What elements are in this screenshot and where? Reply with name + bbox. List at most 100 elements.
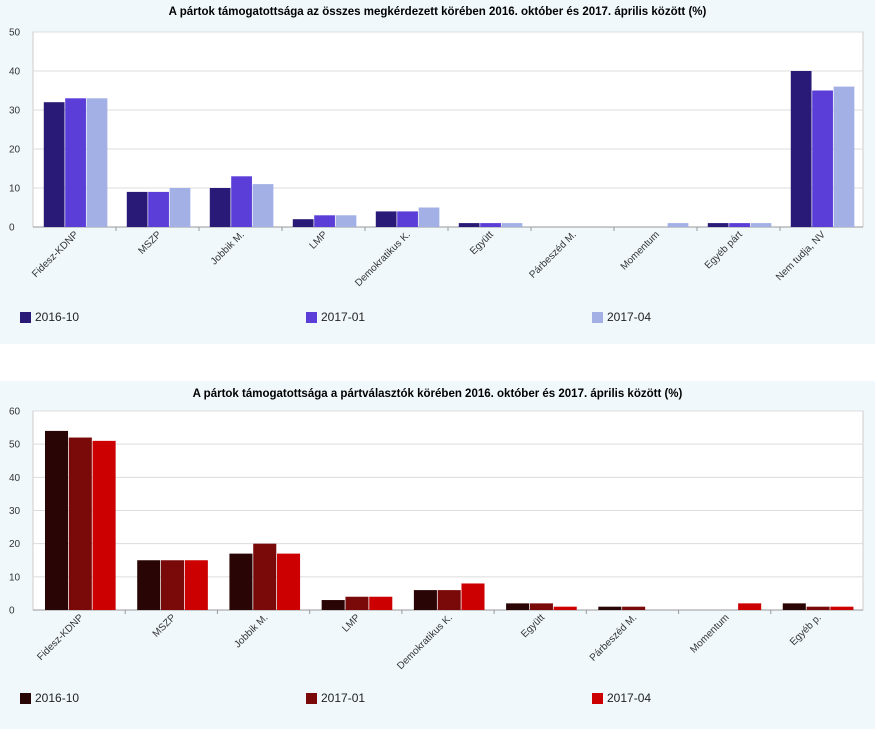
x-tick-label: Együtt — [519, 612, 547, 640]
bar[interactable] — [790, 71, 812, 227]
y-tick-label: 0 — [9, 606, 15, 617]
bar[interactable] — [812, 90, 833, 228]
bar[interactable] — [750, 223, 772, 227]
bar[interactable] — [622, 606, 646, 610]
legend-swatch — [592, 311, 603, 323]
legend-label: 2017-04 — [607, 310, 652, 324]
bar[interactable] — [667, 223, 689, 227]
bar[interactable] — [161, 560, 185, 610]
y-tick-label: 20 — [9, 145, 21, 156]
bar[interactable] — [229, 553, 253, 610]
bar[interactable] — [43, 102, 65, 227]
legend-item[interactable]: 2016-10 — [20, 310, 79, 324]
legend-item[interactable]: 2016-10 — [20, 691, 79, 705]
bar[interactable] — [148, 191, 169, 227]
bar[interactable] — [506, 603, 530, 610]
legend-label: 2017-01 — [321, 310, 366, 324]
y-tick-label: 10 — [9, 184, 21, 195]
bar[interactable] — [314, 215, 335, 227]
bar[interactable] — [252, 184, 274, 227]
bar[interactable] — [461, 583, 485, 610]
bar[interactable] — [92, 440, 116, 610]
bar[interactable] — [830, 606, 854, 610]
bar[interactable] — [209, 188, 231, 227]
x-tick-label: Párbeszéd M. — [588, 612, 639, 663]
y-tick-label: 40 — [9, 473, 21, 484]
x-tick-label: Momentum — [688, 612, 731, 655]
bar[interactable] — [707, 223, 729, 227]
bar[interactable] — [413, 590, 437, 610]
x-tick-label: LMP — [308, 229, 331, 252]
bar[interactable] — [529, 603, 553, 610]
y-tick-label: 30 — [9, 506, 21, 517]
legend-swatch — [306, 311, 317, 323]
bar[interactable] — [738, 603, 762, 610]
chart-panel-1: A pártok támogatottsága az összes megkér… — [0, 0, 875, 344]
chart-panel-2: A pártok támogatottsága a pártválasztók … — [0, 381, 875, 729]
bar[interactable] — [335, 215, 357, 227]
x-tick-label: Nem tudja, NV — [774, 229, 828, 283]
legend-swatch — [306, 692, 317, 704]
bar[interactable] — [598, 606, 622, 610]
legend-item[interactable]: 2017-04 — [592, 310, 651, 324]
bar[interactable] — [397, 211, 418, 227]
bar[interactable] — [126, 191, 148, 227]
bar-chart-1: 0 10 20 30 40 50 Fidesz-KDNP MSZP Jobbik M. LMP De… — [9, 28, 864, 289]
legend-swatch — [20, 311, 31, 323]
chart-title: A pártok támogatottsága az összes megkér… — [168, 6, 707, 18]
bar[interactable] — [137, 560, 161, 610]
x-tick-label: Momentum — [619, 229, 662, 272]
legend-item[interactable]: 2017-01 — [306, 310, 365, 324]
bar[interactable] — [729, 223, 750, 227]
x-tick-label: Együtt — [468, 229, 496, 257]
y-tick-label: 40 — [9, 67, 21, 78]
x-tick-label: Jobbik M. — [232, 612, 270, 650]
bar[interactable] — [782, 603, 806, 610]
legend-item[interactable]: 2017-04 — [592, 691, 651, 705]
bar[interactable] — [501, 223, 523, 227]
bar[interactable] — [231, 176, 252, 227]
y-tick-label: 0 — [9, 223, 15, 234]
bar[interactable] — [169, 188, 191, 227]
bar[interactable] — [253, 543, 277, 610]
bar[interactable] — [553, 606, 577, 610]
y-tick-label: 30 — [9, 106, 21, 117]
bar[interactable] — [806, 606, 830, 610]
bar[interactable] — [292, 219, 314, 227]
x-tick-label: Egyéb p. — [788, 612, 824, 648]
legend-label: 2017-04 — [607, 691, 652, 705]
x-tick-label: Jobbik M. — [209, 229, 247, 267]
x-tick-label: LMP — [340, 612, 363, 635]
y-tick-label: 50 — [9, 28, 21, 39]
bar[interactable] — [277, 553, 301, 610]
bar[interactable] — [345, 596, 369, 610]
bar[interactable] — [44, 430, 69, 610]
bar[interactable] — [86, 98, 108, 227]
bar[interactable] — [418, 207, 440, 228]
bar[interactable] — [375, 211, 397, 227]
legend-label: 2016-10 — [35, 691, 80, 705]
bar[interactable] — [437, 590, 461, 610]
bar[interactable] — [480, 223, 501, 227]
x-tick-label: Fidesz-KDNP — [35, 612, 86, 663]
x-tick-label: MSZP — [136, 229, 164, 257]
bar[interactable] — [65, 98, 86, 227]
legend-label: 2017-01 — [321, 691, 366, 705]
bar[interactable] — [458, 223, 480, 227]
x-tick-label: Demokratikus K. — [395, 612, 455, 672]
y-tick-label: 20 — [9, 539, 21, 550]
y-tick-label: 10 — [9, 572, 21, 583]
bar[interactable] — [68, 437, 92, 610]
bar[interactable] — [321, 600, 345, 610]
legend: 2016-10 2017-01 2017-04 — [0, 691, 875, 711]
chart-title: A pártok támogatottsága a pártválasztók … — [192, 388, 683, 400]
bar[interactable] — [369, 596, 393, 610]
legend-item[interactable]: 2017-01 — [306, 691, 365, 705]
x-tick-label: MSZP — [151, 612, 179, 640]
bar[interactable] — [833, 86, 855, 227]
bar-chart-2: 0 10 20 30 40 50 60 Fidesz-KDNP MSZP Jobbik M. LMP… — [9, 407, 864, 672]
y-tick-label: 60 — [9, 407, 21, 418]
x-tick-label: Fidesz-KDNP — [30, 229, 81, 280]
bar[interactable] — [184, 560, 208, 610]
x-tick-label: Demokratikus K. — [353, 229, 413, 289]
